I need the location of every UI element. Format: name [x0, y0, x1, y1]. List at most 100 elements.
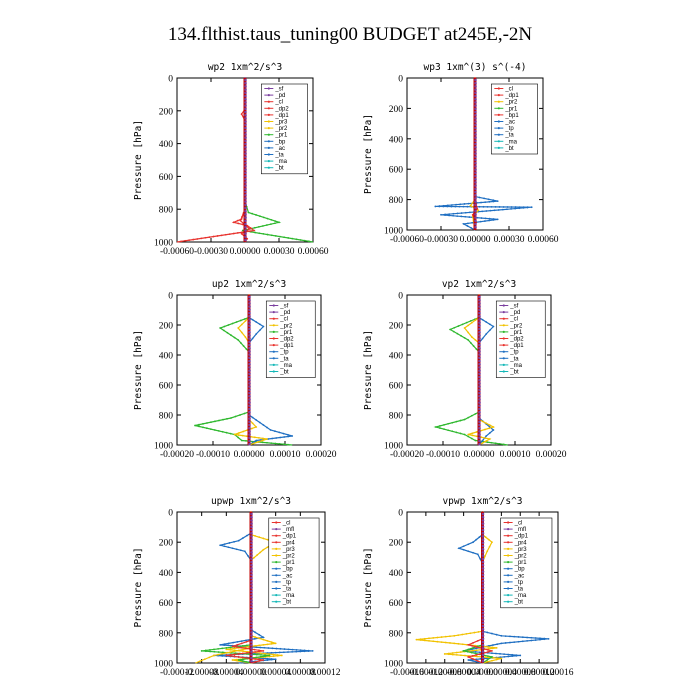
- zero-marker: [481, 519, 485, 522]
- series-point: [522, 206, 525, 209]
- series-point: [499, 656, 502, 659]
- zero-marker: [244, 78, 247, 82]
- series-point: [213, 654, 215, 657]
- zero-marker: [481, 547, 485, 551]
- zero-marker: [244, 216, 247, 219]
- zero-marker: [474, 168, 477, 171]
- series-point: [470, 414, 473, 417]
- series-point: [236, 646, 238, 648]
- zero-marker: [244, 213, 247, 216]
- zero-marker: [250, 615, 253, 618]
- legend-label: _ta: [274, 153, 284, 159]
- series-point: [518, 207, 521, 210]
- series-point: [471, 213, 474, 216]
- series-point: [452, 214, 455, 217]
- zero-marker: [481, 640, 485, 644]
- series-point: [534, 639, 537, 641]
- series-point: [472, 641, 474, 644]
- zero-marker: [250, 567, 253, 570]
- series-point: [443, 423, 445, 426]
- zero-marker: [244, 155, 247, 159]
- y-tick-label: 600: [389, 599, 404, 609]
- zero-marker: [248, 343, 251, 347]
- y-tick-label: 400: [159, 140, 174, 150]
- x-tick-label: 0.00060: [298, 247, 329, 257]
- legend-label: _pd: [509, 310, 520, 316]
- series-point: [227, 644, 230, 647]
- zero-marker: [250, 589, 253, 593]
- series-point: [257, 225, 260, 228]
- series-point: [487, 649, 489, 651]
- series-point: [479, 557, 482, 560]
- series-point: [443, 653, 446, 655]
- series-point: [480, 217, 483, 219]
- legend-marker: [267, 87, 270, 90]
- series-point: [242, 650, 245, 653]
- legend-label: _pr2: [279, 323, 293, 329]
- legend-label: _ta: [504, 133, 514, 139]
- series-point: [449, 635, 451, 638]
- series-point: [245, 640, 248, 643]
- legend-marker: [267, 166, 270, 169]
- zero-marker: [250, 573, 253, 577]
- series-point: [432, 640, 435, 643]
- series-point: [282, 651, 285, 654]
- series-point: [266, 639, 269, 642]
- series-point: [467, 324, 470, 327]
- series-point: [530, 206, 533, 209]
- legend-marker: [497, 87, 500, 90]
- series-point: [232, 232, 235, 235]
- series-point: [213, 429, 216, 431]
- zero-marker: [481, 602, 485, 605]
- zero-marker: [478, 343, 481, 347]
- y-tick-label: 600: [389, 166, 404, 176]
- series-point: [470, 336, 473, 338]
- series-point: [496, 657, 499, 660]
- series-point: [515, 654, 518, 657]
- series-point: [495, 658, 498, 661]
- series-point: [283, 436, 286, 438]
- series-point: [243, 550, 246, 553]
- panel-5: upwp 1xm^2/s^3 Pressure [hPa] 0 200 400 600 80…: [133, 496, 341, 678]
- series-point: [242, 658, 244, 661]
- zero-marker: [250, 592, 253, 596]
- zero-marker: [478, 350, 481, 353]
- series-point: [225, 648, 228, 651]
- series-point: [491, 652, 493, 655]
- legend-marker: [267, 133, 270, 136]
- series-point: [255, 646, 258, 649]
- legend-label: _bp: [514, 567, 526, 573]
- zero-marker: [481, 544, 485, 548]
- zero-marker: [478, 302, 481, 305]
- zero-marker: [478, 353, 481, 356]
- series-point: [282, 432, 285, 435]
- legend-marker: [267, 100, 270, 103]
- zero-marker: [244, 181, 247, 184]
- series-point: [287, 237, 290, 239]
- zero-marker: [250, 643, 253, 647]
- legend-label: _mfl: [514, 527, 526, 533]
- series-point: [213, 648, 215, 651]
- series-point: [280, 654, 283, 657]
- zero-marker: [481, 512, 485, 516]
- series-point: [219, 327, 222, 329]
- legend-label: _dp2: [279, 337, 294, 343]
- x-tick-label: -0.00012: [160, 668, 194, 678]
- zero-marker: [248, 353, 251, 356]
- zero-marker: [481, 653, 485, 657]
- zero-marker: [244, 133, 247, 136]
- x-tick-label: 0.00000: [460, 235, 491, 245]
- series-point: [198, 423, 200, 426]
- legend-marker: [502, 317, 505, 320]
- legend-label: _dp1: [282, 534, 297, 540]
- zero-marker: [481, 528, 485, 532]
- series-point: [509, 635, 511, 638]
- zero-marker: [478, 318, 481, 321]
- legend-marker: [267, 140, 270, 143]
- y-axis-label: Pressure [hPa]: [133, 547, 144, 627]
- zero-marker: [248, 420, 251, 424]
- legend-label: _pr4: [282, 540, 296, 546]
- series-point: [494, 206, 497, 208]
- series-point: [476, 553, 479, 556]
- series-point: [303, 239, 306, 242]
